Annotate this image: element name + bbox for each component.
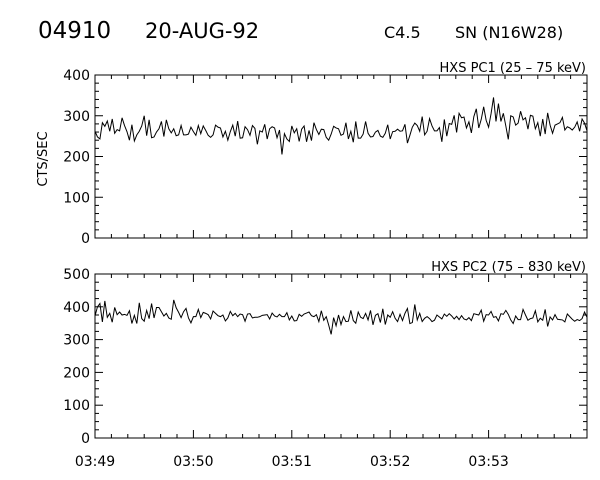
panel-pc1: HXS PC1 (25 – 75 keV) CTS/SEC 0 100 200 300… [36, 61, 588, 247]
panel-pc2: HXS PC2 (75 – 830 keV) 0 100 200 300 400 500 [63, 260, 588, 447]
panel-pc1-y-ticks: 0 100 200 300 400 [63, 68, 587, 247]
y-tick-label: 100 [63, 190, 90, 206]
panel-pc2-title: HXS PC2 (75 – 830 keV) [431, 260, 586, 275]
x-tick-label: 03:49 [75, 454, 115, 470]
y-tick-label: 400 [63, 68, 90, 84]
time-axis-labels: 03:49 03:50 03:51 03:52 03:53 [75, 454, 509, 470]
flare-location: SN (N16W28) [455, 23, 563, 42]
panel-pc1-y-axis-label: CTS/SEC [36, 131, 51, 186]
y-tick-label: 300 [63, 109, 90, 125]
series-pc2-line [94, 299, 588, 335]
y-tick-label: 500 [63, 267, 90, 283]
y-tick-label: 0 [81, 231, 90, 247]
x-tick-label: 03:50 [173, 454, 213, 470]
panel-pc1-x-ticks [94, 75, 588, 238]
y-tick-label: 400 [63, 300, 90, 316]
y-tick-label: 100 [63, 398, 90, 414]
y-tick-label: 200 [63, 365, 90, 381]
panel-pc1-title: HXS PC1 (25 – 75 keV) [440, 61, 586, 76]
y-tick-label: 0 [81, 431, 90, 447]
x-tick-label: 03:53 [468, 454, 508, 470]
x-tick-label: 03:51 [272, 454, 312, 470]
observation-date: 20-AUG-92 [145, 19, 259, 43]
event-id: 04910 [38, 18, 111, 44]
x-tick-label: 03:52 [370, 454, 410, 470]
panel-pc2-y-ticks: 0 100 200 300 400 500 [63, 267, 587, 447]
y-tick-label: 200 [63, 150, 90, 166]
series-pc1-line [94, 97, 588, 155]
flare-class: C4.5 [384, 23, 421, 42]
y-tick-label: 300 [63, 333, 90, 349]
panel-pc2-x-ticks [94, 274, 588, 438]
